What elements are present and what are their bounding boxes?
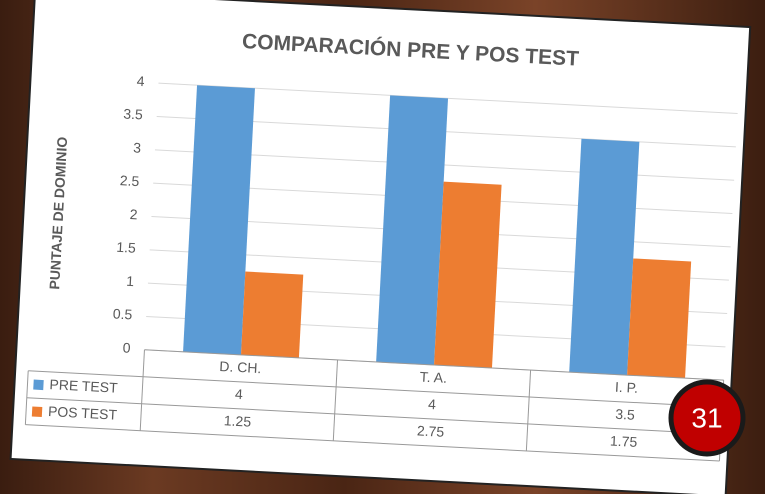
table-value: 1.25: [223, 412, 251, 429]
chart: COMPARACIÓN PRE Y POS TEST PUNTAJE DE DO…: [0, 0, 765, 494]
y-tick-label: 2.5: [119, 172, 139, 189]
x-tick-label: T. A.: [419, 368, 447, 385]
legend-swatch: [32, 407, 43, 418]
slide: COMPARACIÓN PRE Y POS TEST PUNTAJE DE DO…: [11, 0, 751, 494]
y-tick-label: 3: [133, 139, 142, 155]
page-number: 31: [691, 402, 722, 433]
table-value: 3.5: [615, 406, 635, 423]
y-tick-label: 1: [126, 273, 135, 289]
bar: [241, 272, 303, 358]
page-badge: 31: [671, 382, 743, 454]
y-tick-label: 0: [122, 339, 131, 355]
legend-swatch: [33, 380, 44, 391]
y-tick-label: 1.5: [116, 239, 136, 256]
bar: [569, 139, 639, 375]
table-value: 1.75: [610, 433, 638, 450]
table-value: 4: [235, 386, 244, 402]
bar: [627, 258, 691, 378]
y-tick-label: 3.5: [123, 105, 143, 122]
y-tick-label: 4: [136, 73, 145, 89]
bar: [434, 182, 502, 368]
page: COMPARACIÓN PRE Y POS TEST PUNTAJE DE DO…: [0, 0, 765, 494]
x-tick-label: I. P.: [615, 379, 639, 396]
x-tick-label: D. CH.: [219, 358, 262, 376]
table-value: 2.75: [417, 422, 445, 439]
y-tick-label: 2: [129, 206, 138, 222]
table-value: 4: [428, 396, 437, 412]
y-tick-label: 0.5: [112, 305, 132, 322]
